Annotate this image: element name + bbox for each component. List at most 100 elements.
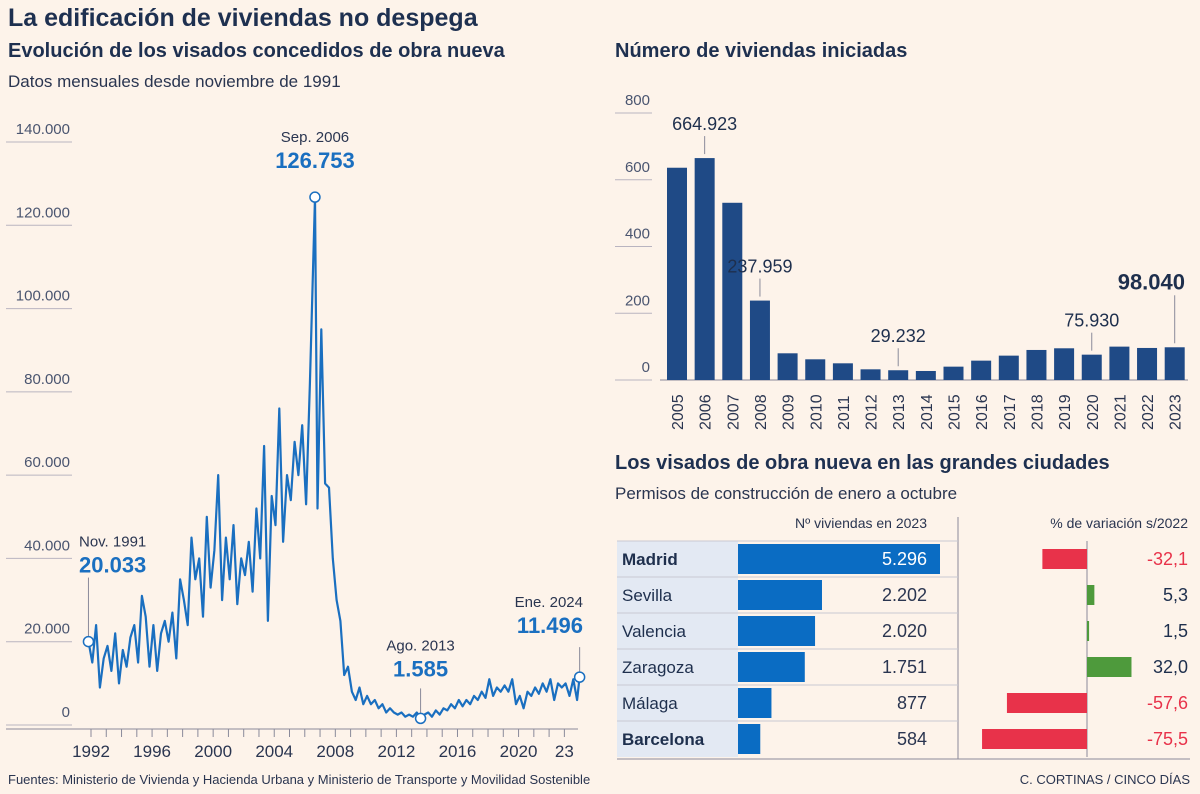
change-bar xyxy=(1042,549,1087,569)
y-tick-label: 120.000 xyxy=(16,204,70,221)
x-tick-label: 23 xyxy=(555,742,574,761)
city-cell xyxy=(617,649,738,685)
column-header: % de variación s/2022 xyxy=(1050,515,1188,531)
y-tick-label: 100.000 xyxy=(16,288,70,305)
credit: C. CORTINAS / CINCO DÍAS xyxy=(1019,772,1190,787)
bar-chart-title: Número de viviendas iniciadas xyxy=(615,40,908,62)
x-tick-label: 2014 xyxy=(919,394,936,430)
x-tick-label: 2008 xyxy=(316,742,354,761)
count-value: 2.020 xyxy=(882,621,927,641)
change-value: 5,3 xyxy=(1163,585,1188,605)
annotation-marker xyxy=(414,712,427,725)
city-name: Zaragoza xyxy=(622,658,694,677)
x-tick-label: 2005 xyxy=(670,394,687,430)
bar-2007 xyxy=(722,202,743,380)
city-name: Madrid xyxy=(622,550,678,569)
city-table: Nº viviendas en 2023 % de variación s/202… xyxy=(617,515,1190,760)
change-bar xyxy=(1087,657,1132,677)
x-tick-label: 2007 xyxy=(725,394,742,430)
city-cell xyxy=(617,685,738,721)
x-tick-label: 2020 xyxy=(1085,394,1102,430)
change-value: -57,6 xyxy=(1147,693,1188,713)
x-tick-label: 2009 xyxy=(781,394,798,430)
annotation-label: Nov. 1991 xyxy=(79,534,146,551)
city-cell xyxy=(617,613,738,649)
city-name: Sevilla xyxy=(622,586,673,605)
x-tick-label: 2018 xyxy=(1029,394,1046,430)
change-value: -75,5 xyxy=(1147,729,1188,749)
count-bar xyxy=(738,544,940,574)
annotation-label: Sep. 2006 xyxy=(281,129,349,146)
y-tick-label: 0 xyxy=(62,704,70,721)
bar-2022 xyxy=(1137,347,1158,380)
change-bar xyxy=(1087,621,1090,641)
bar-2009 xyxy=(777,353,798,380)
count-bar xyxy=(738,688,772,718)
line-chart-title: Evolución de los visados concedidos de o… xyxy=(8,40,505,62)
y-tick-label: 400 xyxy=(625,226,650,243)
y-tick-label: 40.000 xyxy=(24,537,70,554)
data-label: 98.040 xyxy=(1118,269,1185,294)
count-value: 1.751 xyxy=(882,657,927,677)
change-value: -32,1 xyxy=(1147,549,1188,569)
city-name: Valencia xyxy=(622,622,686,641)
x-tick-label: 2012 xyxy=(377,742,415,761)
bar-2020 xyxy=(1081,354,1102,380)
count-bar xyxy=(738,616,816,646)
x-tick-label: 2006 xyxy=(698,394,715,430)
y-tick-label: 600 xyxy=(625,159,650,176)
y-tick-label: 140.000 xyxy=(16,121,70,138)
annotation-value: 11.496 xyxy=(517,613,583,638)
change-bar xyxy=(1087,585,1095,605)
count-value: 2.202 xyxy=(882,585,927,605)
bar-2008 xyxy=(749,300,770,380)
count-value: 5.296 xyxy=(882,549,927,569)
sources-note: Fuentes: Ministerio de Vivienda y Hacien… xyxy=(8,772,591,787)
x-tick-label: 2017 xyxy=(1002,394,1019,430)
annotation-value: 1.585 xyxy=(393,656,448,681)
y-tick-label: 200 xyxy=(625,292,650,309)
change-bar xyxy=(1006,693,1087,713)
data-label: 75.930 xyxy=(1064,311,1119,331)
data-label: 237.959 xyxy=(727,257,792,277)
x-tick-label: 2020 xyxy=(500,742,538,761)
x-tick-label: 2000 xyxy=(194,742,232,761)
series-line xyxy=(87,196,581,720)
bar-2011 xyxy=(832,363,853,380)
data-label: 664.923 xyxy=(672,114,737,134)
change-bar xyxy=(982,729,1087,749)
bar-2013 xyxy=(888,370,909,380)
column-header: Nº viviendas en 2023 xyxy=(795,515,927,531)
x-tick-label: 2012 xyxy=(864,394,881,430)
x-tick-label: 2004 xyxy=(255,742,293,761)
city-cell xyxy=(617,721,738,757)
x-tick-label: 2013 xyxy=(891,394,908,430)
table-subtitle: Permisos de construcción de enero a octu… xyxy=(615,484,958,503)
city-name: Málaga xyxy=(622,694,678,713)
count-value: 877 xyxy=(897,693,927,713)
bar-2018 xyxy=(1026,349,1047,380)
x-tick-label: 1996 xyxy=(133,742,171,761)
y-tick-label: 80.000 xyxy=(24,371,70,388)
bar-2015 xyxy=(943,366,964,380)
bar-2023 xyxy=(1164,347,1185,380)
bar-2012 xyxy=(860,369,881,380)
annotation-label: Ene. 2024 xyxy=(515,594,583,611)
bar-2005 xyxy=(667,167,687,380)
annotation-value: 126.753 xyxy=(275,148,355,173)
count-value: 584 xyxy=(897,729,927,749)
city-cell xyxy=(617,541,738,577)
x-tick-label: 2021 xyxy=(1112,394,1129,430)
annotation-label: Ago. 2013 xyxy=(386,637,454,654)
data-label: 29.232 xyxy=(871,326,926,346)
count-bar xyxy=(738,724,761,754)
bar-2006 xyxy=(694,158,715,380)
x-tick-label: 2015 xyxy=(947,394,964,430)
bar-2021 xyxy=(1109,346,1130,380)
count-bar xyxy=(738,580,822,610)
annotation-marker xyxy=(82,635,95,648)
y-tick-label: 800 xyxy=(625,92,650,109)
city-name: Barcelona xyxy=(622,730,705,749)
y-tick-label: 0 xyxy=(642,359,650,376)
